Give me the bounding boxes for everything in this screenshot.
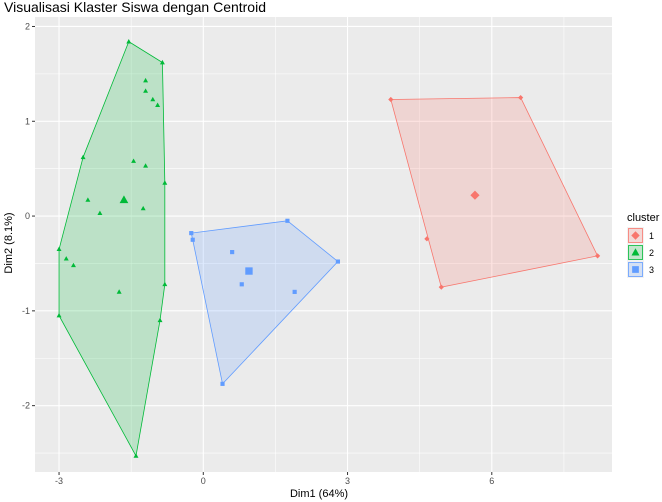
- cluster-2-point: [162, 180, 168, 185]
- cluster-2-hull: [58, 41, 166, 458]
- y-tick-label: -2: [22, 401, 30, 411]
- cluster-1-point: [594, 253, 601, 259]
- cluster-3-centroid: [245, 267, 253, 275]
- cluster-3-point: [239, 282, 244, 287]
- cluster-2-point: [150, 96, 156, 102]
- cluster-1-centroid: [470, 190, 480, 200]
- cluster-3-point: [292, 289, 297, 294]
- cluster-3-point: [220, 381, 225, 386]
- grid-lines: [35, 17, 612, 472]
- y-axis-title: Dim2 (8.1%): [3, 212, 15, 273]
- legend-label: 2: [649, 248, 654, 258]
- cluster-2-point: [70, 262, 76, 268]
- cluster-2-point: [85, 197, 91, 202]
- y-tick-label: 0: [25, 211, 30, 221]
- legend-key-symbol: [632, 266, 639, 273]
- cluster-2-point: [140, 205, 146, 211]
- cluster-3-point: [230, 250, 235, 255]
- y-tick-label: -1: [22, 306, 30, 316]
- legend-key-symbol: [631, 248, 640, 256]
- cluster-2-point: [143, 77, 149, 83]
- cluster-2-point: [80, 154, 86, 160]
- x-tick-label: 0: [201, 476, 206, 486]
- legend-label: 3: [649, 265, 654, 275]
- y-axis-ticks: -2 -1 0 1 2: [22, 21, 35, 411]
- cluster-1-point: [388, 96, 394, 103]
- cluster-1-point: [438, 284, 444, 290]
- x-axis-title: Dim1 (64%): [290, 488, 348, 500]
- cluster-2-point: [56, 312, 62, 318]
- cluster-2-point: [63, 256, 69, 261]
- cluster-2-point: [97, 210, 103, 216]
- legend-key-symbol: [631, 231, 640, 240]
- legend-title: cluster: [627, 212, 660, 224]
- cluster-2-point: [155, 102, 161, 107]
- x-tick-label: 6: [489, 476, 494, 486]
- cluster-2-point: [133, 453, 139, 458]
- cluster-2-point: [126, 39, 132, 44]
- legend: cluster 1 2 3: [627, 212, 660, 278]
- cluster-2-point: [143, 88, 149, 93]
- cluster-3-point: [335, 259, 341, 264]
- cluster-2-point: [162, 281, 168, 287]
- cluster-2-point: [143, 163, 149, 168]
- cluster-2-point: [157, 317, 163, 323]
- y-tick-label: 2: [25, 21, 30, 31]
- cluster-1-point: [518, 94, 524, 101]
- cluster-2-point: [56, 246, 62, 252]
- cluster-2-point: [159, 59, 165, 65]
- x-tick-label: -3: [55, 476, 63, 486]
- x-tick-label: 3: [345, 476, 350, 486]
- cluster-2-point: [131, 158, 137, 163]
- cluster-3-point: [189, 231, 194, 236]
- cluster-3-point: [190, 237, 195, 242]
- chart-title: Visualisasi Klaster Siswa dengan Centroi…: [4, 0, 266, 15]
- legend-label: 1: [649, 231, 654, 241]
- x-axis-ticks: -3 0 3 6: [55, 472, 494, 486]
- cluster-3-point: [285, 218, 290, 223]
- y-tick-label: 1: [25, 116, 30, 126]
- cluster-2-centroid: [119, 195, 129, 204]
- cluster-2-point: [116, 289, 122, 294]
- cluster-1-point: [424, 236, 430, 242]
- centroids: [119, 190, 480, 275]
- data-points: [56, 39, 601, 458]
